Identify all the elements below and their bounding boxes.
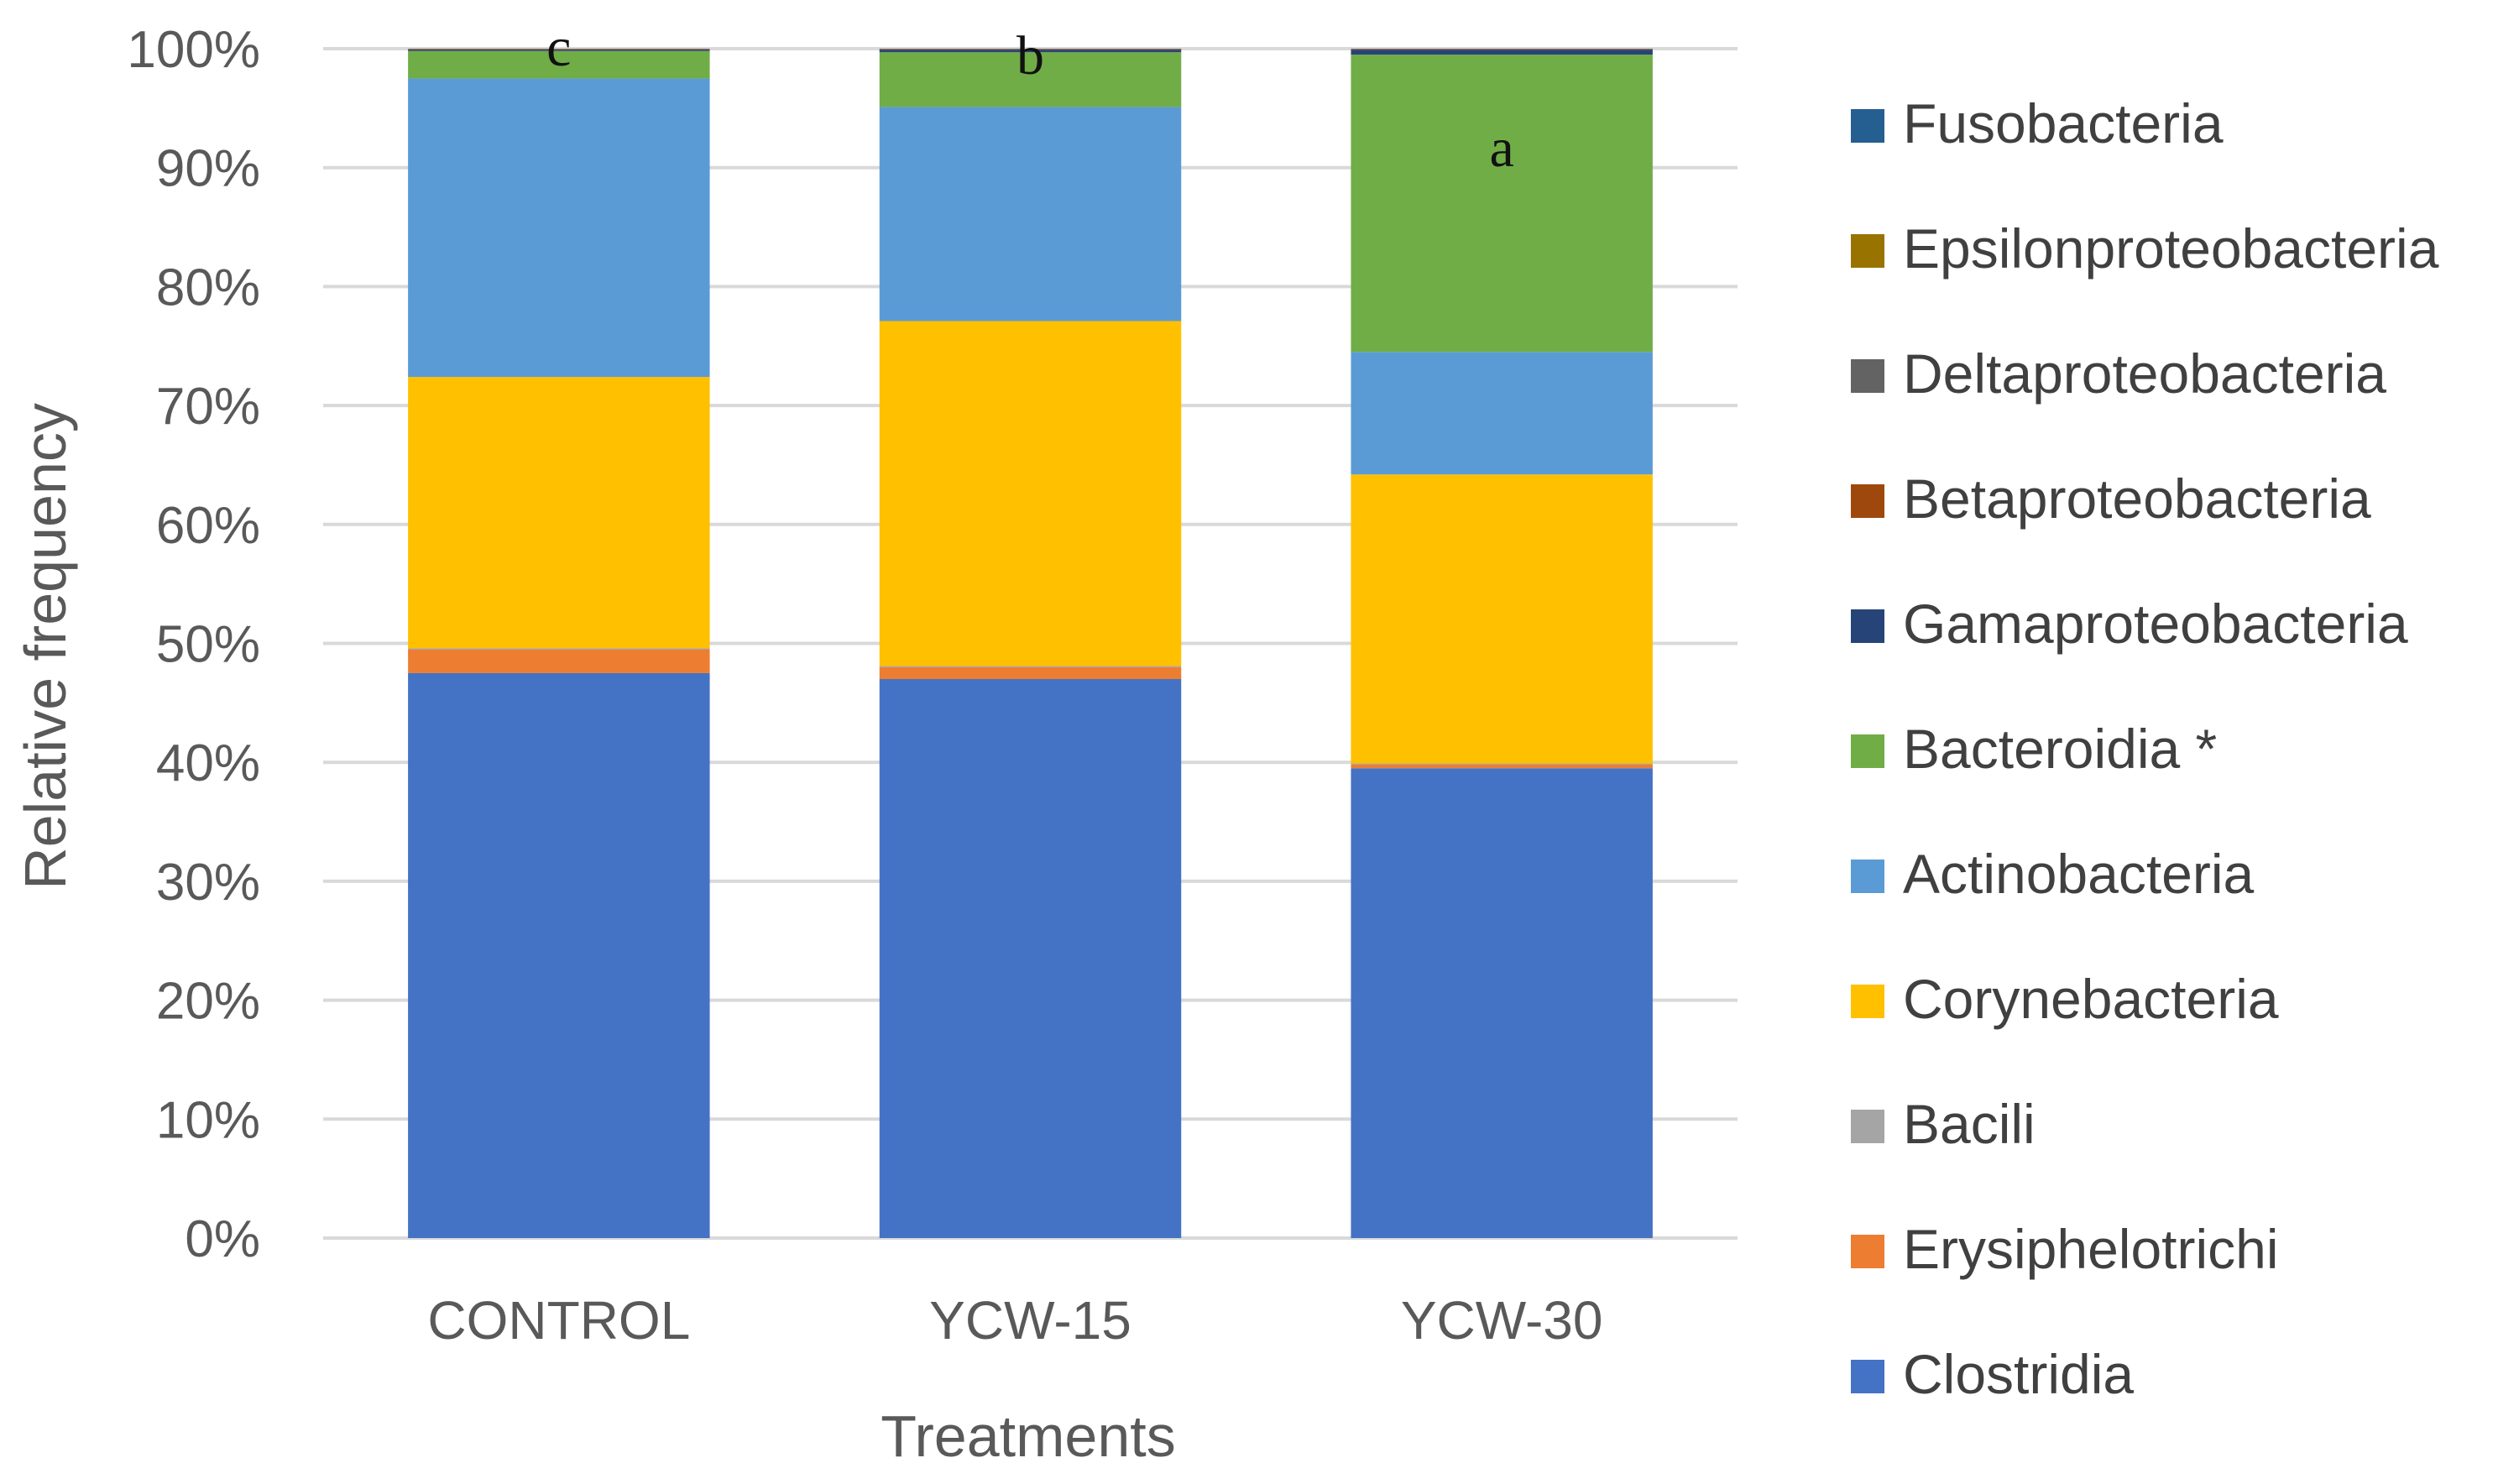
bar-segment-control-bacili <box>408 648 710 650</box>
legend-label: Gamaproteobacteria <box>1903 593 2408 655</box>
legend-swatch <box>1851 860 1884 893</box>
y-axis-title: Relative frequency <box>13 403 78 890</box>
bar-segment-ycw-30-gamaproteobacteria <box>1351 50 1653 55</box>
legend-swatch <box>1851 1110 1884 1143</box>
bar-segment-ycw-30-erysiphelotrichi <box>1351 765 1653 769</box>
significance-letter: c <box>546 17 571 78</box>
legend-label: Actinobacteria <box>1903 843 2255 905</box>
x-category-label: YCW-15 <box>929 1290 1131 1351</box>
y-tick-label: 60% <box>156 497 260 555</box>
legend-label: Bacili <box>1903 1093 2036 1155</box>
legend-label: Betaproteobacteria <box>1903 468 2371 530</box>
legend-swatch <box>1851 484 1884 518</box>
legend-label: Erysiphelotrichi <box>1903 1218 2279 1280</box>
legend-label: Clostridia <box>1903 1343 2134 1405</box>
bar-segment-control-erysiphelotrichi <box>408 649 710 673</box>
y-tick-label: 20% <box>156 973 260 1031</box>
bar-segment-control-actinobacteria <box>408 78 710 378</box>
bar-segment-ycw-15-actinobacteria <box>879 107 1182 321</box>
bar-segment-control-deltaproteobacteria <box>408 49 710 50</box>
y-tick-label: 80% <box>156 259 260 316</box>
bar-segment-ycw-15-bacteroidia <box>879 52 1182 107</box>
x-category-label: CONTROL <box>427 1290 690 1351</box>
bar-segment-ycw-30-bacili <box>1351 763 1653 766</box>
y-axis-ticks: 0% 10% 20% 30% 40% 50% 60% 70% 80% 90% 100% <box>127 21 260 1268</box>
x-axis-title: Treatments <box>881 1403 1175 1469</box>
legend-swatch <box>1851 359 1884 393</box>
y-tick-label: 30% <box>156 854 260 912</box>
y-tick-label: 40% <box>156 734 260 792</box>
x-axis-categories: CONTROL YCW-15 YCW-30 <box>427 1290 1602 1351</box>
y-tick-label: 0% <box>185 1210 260 1268</box>
legend-label: Epsilonproteobacteria <box>1903 217 2439 280</box>
bar-segment-ycw-15-deltaproteobacteria <box>879 49 1182 50</box>
bar-segment-ycw-30-actinobacteria <box>1351 352 1653 475</box>
bar-segment-control-corynebacteria <box>408 377 710 649</box>
legend-swatch <box>1851 109 1884 143</box>
legend: Fusobacteria Epsilonproteobacteria Deltapr… <box>1851 92 2439 1405</box>
bar-segment-ycw-15-clostridia <box>879 679 1182 1238</box>
legend-label: Fusobacteria <box>1903 92 2224 154</box>
legend-swatch <box>1851 1360 1884 1393</box>
significance-letter: b <box>1016 25 1044 86</box>
y-tick-label: 10% <box>156 1091 260 1149</box>
significance-letter: a <box>1490 118 1514 179</box>
y-tick-label: 70% <box>156 378 260 436</box>
y-tick-label: 90% <box>156 140 260 198</box>
bar-segment-ycw-30-bacteroidia <box>1351 55 1653 353</box>
legend-label: Deltaproteobacteria <box>1903 342 2386 405</box>
bar-segment-ycw-15-corynebacteria <box>879 321 1182 666</box>
bars <box>408 49 1653 1238</box>
bar-segment-control-bacteroidia <box>408 50 710 79</box>
legend-label: Bacteroidia * <box>1903 718 2217 780</box>
legend-swatch <box>1851 734 1884 768</box>
legend-swatch <box>1851 985 1884 1018</box>
y-tick-label: 100% <box>127 21 260 79</box>
legend-swatch <box>1851 609 1884 643</box>
legend-label: Corynebacteria <box>1903 968 2279 1030</box>
bar-segment-ycw-30-corynebacteria <box>1351 474 1653 764</box>
bar-segment-ycw-30-deltaproteobacteria <box>1351 49 1653 50</box>
legend-swatch <box>1851 234 1884 268</box>
bar-segment-ycw-30-clostridia <box>1351 768 1653 1238</box>
bar-segment-ycw-15-gamaproteobacteria <box>879 50 1182 53</box>
significance-letters: c b a <box>546 17 1514 179</box>
legend-swatch <box>1851 1235 1884 1268</box>
bar-segment-control-clostridia <box>408 672 710 1238</box>
x-category-label: YCW-30 <box>1401 1290 1603 1351</box>
bar-segment-ycw-15-erysiphelotrichi <box>879 666 1182 680</box>
y-tick-label: 50% <box>156 616 260 674</box>
